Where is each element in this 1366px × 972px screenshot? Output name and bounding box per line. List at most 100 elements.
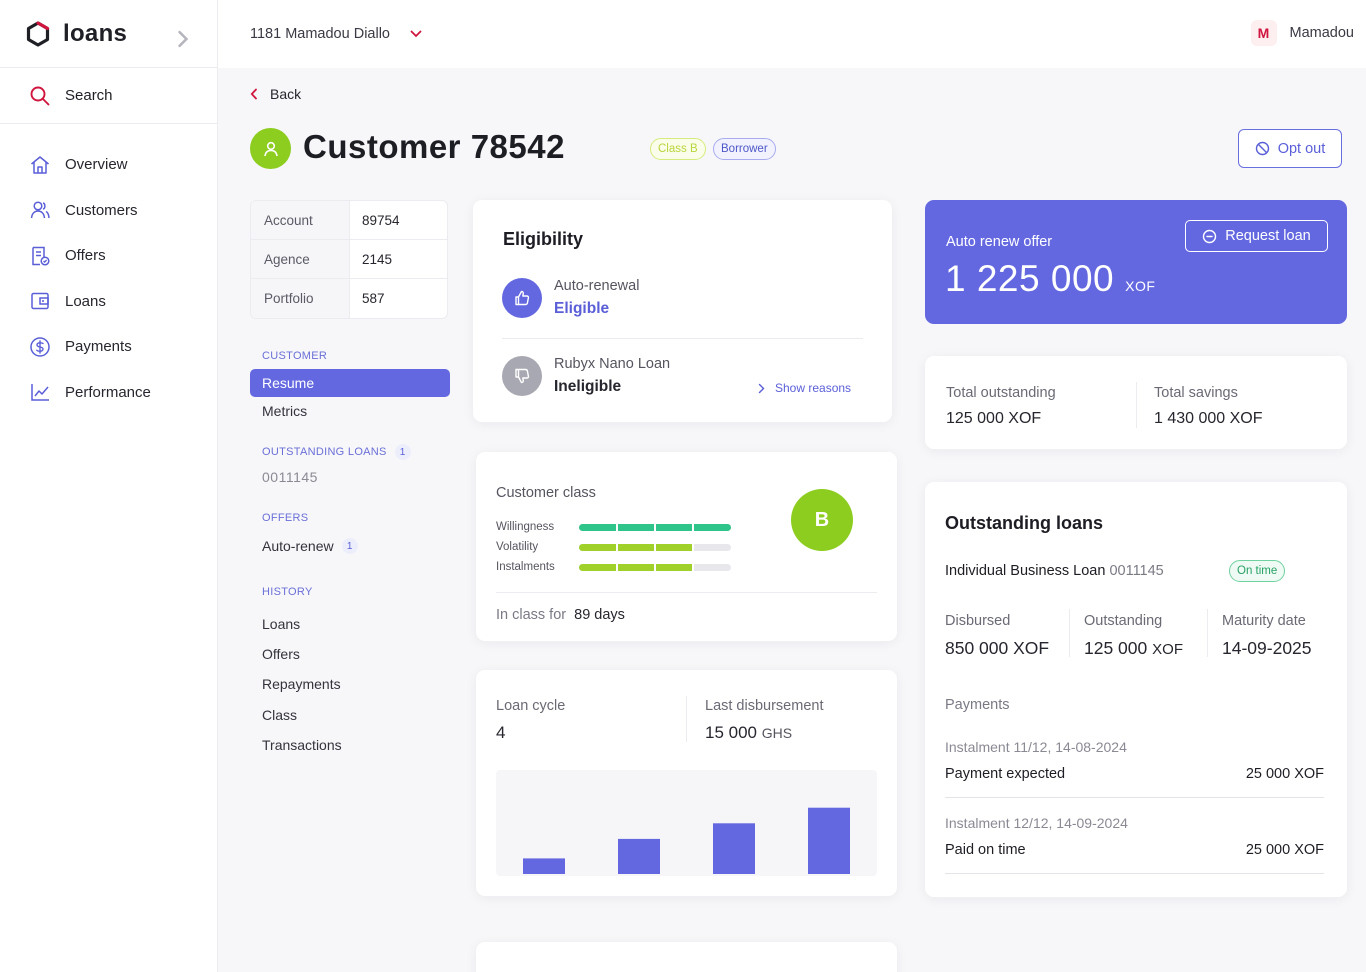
instalment-amount: 25 000 XOF bbox=[1245, 842, 1324, 858]
show-reasons-label: Show reasons bbox=[775, 381, 852, 395]
sidebar-item-label: Performance bbox=[65, 383, 151, 401]
app-name: loans bbox=[63, 19, 128, 47]
divider bbox=[1069, 609, 1070, 657]
divider bbox=[1136, 382, 1137, 428]
outstanding-value: 125 000 bbox=[1084, 638, 1148, 658]
table-row: Agence 2145 bbox=[251, 240, 447, 279]
metric-bar-gap bbox=[692, 524, 694, 531]
offer-amount-value: 1 225 000 bbox=[945, 258, 1115, 299]
chevron-right-icon[interactable] bbox=[171, 26, 195, 52]
subnav-item-history-offers[interactable]: Offers bbox=[262, 646, 300, 662]
maturity-date-stat: Maturity date 14-09-2025 bbox=[1222, 613, 1312, 659]
search-label: Search bbox=[65, 87, 113, 104]
chart-bar-3 bbox=[713, 823, 755, 874]
sidebar-item-payments[interactable]: Payments bbox=[0, 324, 217, 370]
user-menu[interactable]: M Mamadou bbox=[1250, 20, 1354, 46]
chevron-left-icon bbox=[250, 88, 257, 100]
opt-out-button[interactable]: Opt out bbox=[1238, 129, 1342, 168]
total-outstanding-value: 125 000 XOF bbox=[946, 410, 1042, 427]
in-class-label: In class for bbox=[496, 607, 567, 623]
user-icon bbox=[263, 141, 278, 156]
eligibility-title: Eligibility bbox=[503, 229, 584, 249]
request-loan-label: Request loan bbox=[1225, 228, 1311, 244]
metric-bar-gap bbox=[654, 564, 656, 571]
maturity-date-label: Maturity date bbox=[1222, 613, 1306, 629]
customer-heading: CUSTOMER bbox=[262, 350, 328, 362]
metric-bar-gap bbox=[692, 544, 694, 551]
loan-name[interactable]: Individual Business Loan 0011145 bbox=[945, 563, 1164, 579]
subnav-item-metrics[interactable]: Metrics bbox=[262, 403, 308, 419]
sidebar-item-label: Overview bbox=[65, 156, 128, 174]
account-select[interactable]: 1181 Mamadou Diallo bbox=[250, 26, 422, 42]
sidebar-nav: Overview Customers Offers Loans Payments… bbox=[0, 124, 217, 415]
eligibility-row-auto-renewal: Auto-renewal Eligible bbox=[502, 278, 639, 318]
customer-avatar bbox=[250, 128, 291, 169]
totals-card: Total outstanding 125 000 XOF Total savi… bbox=[925, 356, 1347, 449]
metric-label: Volatility bbox=[496, 541, 539, 553]
offers-icon bbox=[32, 246, 50, 266]
in-class-value: 89 days bbox=[574, 607, 625, 623]
show-reasons-link[interactable]: Show reasons bbox=[758, 381, 851, 395]
total-outstanding-label: Total outstanding bbox=[946, 385, 1056, 401]
wallet-icon bbox=[31, 293, 49, 310]
message-icon bbox=[1203, 229, 1217, 243]
users-icon bbox=[30, 201, 50, 219]
metric-bar-gap bbox=[616, 564, 618, 571]
user-name: Mamadou bbox=[1289, 25, 1354, 41]
metric-bar-fill bbox=[579, 544, 693, 551]
info-key: Account bbox=[251, 201, 350, 239]
back-link[interactable]: Back bbox=[250, 86, 301, 102]
account-select-value: 1181 Mamadou Diallo bbox=[250, 26, 390, 42]
auto-renew-offer-card: Auto renew offer 1 225 000 XOF Request l… bbox=[925, 200, 1347, 324]
metric-bar-gap bbox=[654, 544, 656, 551]
chevron-right-icon bbox=[758, 383, 765, 393]
thumbs-down-icon bbox=[502, 356, 542, 396]
last-disbursement-stat: Last disbursement 15 000 GHS bbox=[705, 698, 823, 743]
info-key: Portfolio bbox=[251, 279, 350, 318]
sidebar-item-label: Payments bbox=[65, 338, 132, 356]
outstanding-unit: XOF bbox=[1152, 641, 1183, 658]
request-loan-button[interactable]: Request loan bbox=[1185, 220, 1328, 252]
subnav-item-history-transactions[interactable]: Transactions bbox=[262, 737, 342, 753]
sidebar-item-overview[interactable]: Overview bbox=[0, 142, 217, 188]
offer-amount: 1 225 000 XOF bbox=[945, 258, 1155, 300]
page-title: Customer 78542 bbox=[303, 128, 565, 165]
subnav-item-history-repayments[interactable]: Repayments bbox=[262, 676, 341, 692]
borrower-tag: Borrower bbox=[713, 138, 776, 160]
outstanding-label: Outstanding bbox=[1084, 613, 1163, 629]
metric-bar-gap bbox=[616, 544, 618, 551]
last-disbursement-unit: GHS bbox=[761, 725, 793, 741]
subnav-item-auto-renew[interactable]: Auto-renew 1 bbox=[262, 538, 358, 554]
subnav-item-history-class[interactable]: Class bbox=[262, 707, 298, 723]
eligibility-row-nano-loan: Rubyx Nano Loan Ineligible bbox=[502, 356, 670, 396]
instalment-status: Paid on time bbox=[945, 842, 1026, 858]
last-disbursement-value: 15 000 bbox=[705, 723, 757, 742]
sidebar-item-customers[interactable]: Customers bbox=[0, 188, 217, 234]
sidebar-item-performance[interactable]: Performance bbox=[0, 370, 217, 416]
info-value: 2145 bbox=[362, 251, 393, 267]
sidebar-item-offers[interactable]: Offers bbox=[0, 233, 217, 279]
in-class-duration: In class for 89 days bbox=[496, 607, 625, 623]
total-outstanding-stat: Total outstanding 125 000 XOF bbox=[946, 385, 1056, 428]
eligibility-status: Ineligible bbox=[554, 378, 622, 395]
sidebar-item-label: Customers bbox=[65, 201, 138, 219]
total-savings-value: 1 430 000 XOF bbox=[1154, 410, 1263, 427]
subnav-item-resume[interactable]: Resume bbox=[250, 369, 450, 397]
subnav-item-loan-id[interactable]: 0011145 bbox=[262, 469, 318, 485]
sidebar-search[interactable]: Search bbox=[0, 68, 217, 124]
outstanding-loans-heading: OUTSTANDING LOANS 1 bbox=[262, 444, 411, 460]
payments-heading: Payments bbox=[945, 697, 1010, 713]
loan-cycle-label: Loan cycle bbox=[496, 698, 566, 714]
status-badge: On time bbox=[1229, 560, 1286, 582]
subnav-item-history-loans[interactable]: Loans bbox=[262, 616, 301, 632]
offer-label: Auto renew offer bbox=[946, 234, 1053, 250]
info-value: 587 bbox=[362, 291, 385, 306]
sidebar-item-loans[interactable]: Loans bbox=[0, 279, 217, 325]
bar-chart bbox=[523, 807, 850, 874]
chevron-down-icon bbox=[410, 30, 422, 38]
logo-icon bbox=[26, 20, 50, 47]
metric-label: Instalments bbox=[496, 561, 555, 573]
metric-bar-gap bbox=[654, 524, 656, 531]
back-label: Back bbox=[270, 86, 302, 102]
additional-card bbox=[476, 942, 897, 972]
